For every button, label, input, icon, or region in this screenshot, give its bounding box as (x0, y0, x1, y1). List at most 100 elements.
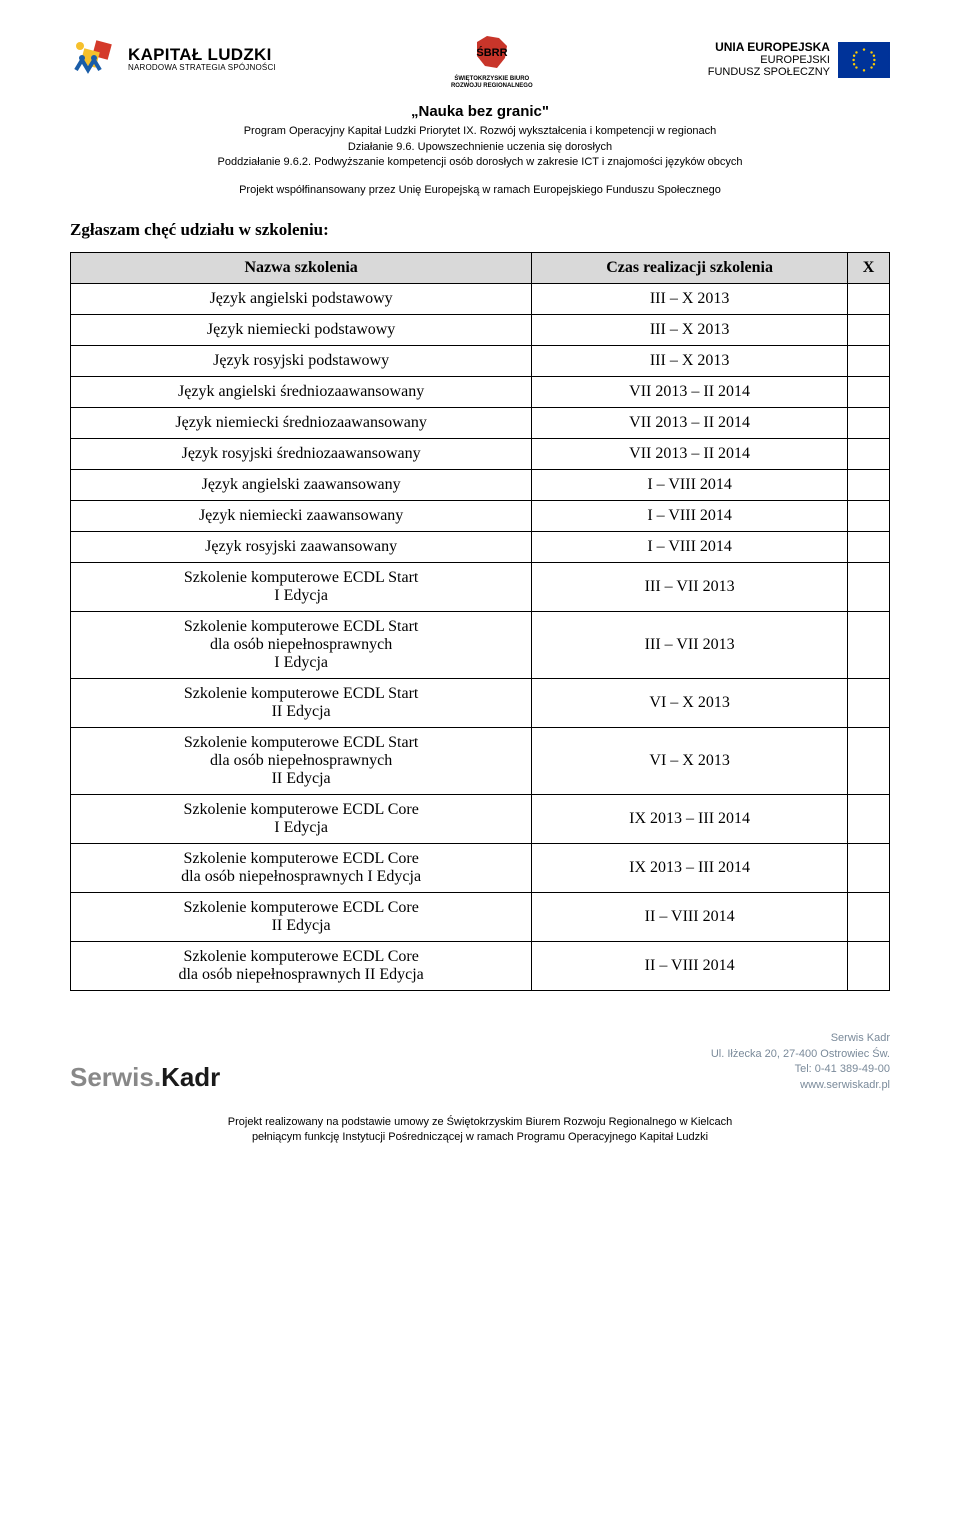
cell-name: Szkolenie komputerowe ECDL Coredla osób … (71, 844, 532, 893)
cell-time: VII 2013 – II 2014 (532, 377, 848, 408)
serwis-kadr-logo: Serwis.Kadr (70, 1062, 220, 1093)
cell-name: Język angielski zaawansowany (71, 470, 532, 501)
cell-time: I – VIII 2014 (532, 501, 848, 532)
cell-x[interactable] (848, 942, 890, 991)
logo-left-big: KAPITAŁ LUDZKI (128, 46, 276, 64)
cell-x[interactable] (848, 377, 890, 408)
cell-time: II – VIII 2014 (532, 893, 848, 942)
footer: Serwis.Kadr Serwis Kadr Ul. Iłżecka 20, … (70, 1031, 890, 1145)
cell-x[interactable] (848, 439, 890, 470)
footer-bottom: Projekt realizowany na podstawie umowy z… (70, 1115, 890, 1146)
serwis-info-l2: Ul. Iłżecka 20, 27-400 Ostrowiec Św. (711, 1047, 890, 1062)
cell-x[interactable] (848, 563, 890, 612)
serwis-logo-dark: Kadr (161, 1062, 220, 1092)
header-l3: Poddziałanie 9.6.2. Podwyższanie kompete… (70, 155, 890, 170)
cell-x[interactable] (848, 612, 890, 679)
table-row: Język niemiecki średniozaawansowanyVII 2… (71, 408, 890, 439)
kapital-ludzki-icon (70, 36, 118, 84)
th-name: Nazwa szkolenia (71, 253, 532, 284)
table-row: Język angielski zaawansowanyI – VIII 201… (71, 470, 890, 501)
table-row: Język rosyjski zaawansowanyI – VIII 2014 (71, 532, 890, 563)
table-row: Szkolenie komputerowe ECDL CoreII Edycja… (71, 893, 890, 942)
cell-time: II – VIII 2014 (532, 942, 848, 991)
logo-kapital-ludzki: KAPITAŁ LUDZKI NARODOWA STRATEGIA SPÓJNO… (70, 36, 276, 84)
training-table: Nazwa szkolenia Czas realizacji szkoleni… (70, 252, 890, 991)
header-block: „Nauka bez granic" Program Operacyjny Ka… (70, 101, 890, 170)
logo-left-small: NARODOWA STRATEGIA SPÓJNOŚCI (128, 64, 276, 72)
cell-x[interactable] (848, 346, 890, 377)
table-row: Język rosyjski średniozaawansowanyVII 20… (71, 439, 890, 470)
serwis-info-l4: www.serwiskadr.pl (711, 1078, 890, 1093)
table-row: Szkolenie komputerowe ECDL CoreI EdycjaI… (71, 795, 890, 844)
serwis-info: Serwis Kadr Ul. Iłżecka 20, 27-400 Ostro… (711, 1031, 890, 1093)
eu-flag-icon (838, 42, 890, 78)
cell-name: Szkolenie komputerowe ECDL StartI Edycja (71, 563, 532, 612)
logo-mid-l1: ŚWIĘTOKRZYSKIE BIURO (454, 76, 529, 82)
logo-unia: UNIA EUROPEJSKA EUROPEJSKI FUNDUSZ SPOŁE… (708, 41, 890, 78)
header-title: „Nauka bez granic" (70, 101, 890, 122)
logo-sbrr: ŚBRR ŚWIĘTOKRZYSKIE BIURO ROZWOJU REGION… (451, 30, 533, 89)
cell-x[interactable] (848, 844, 890, 893)
table-row: Język niemiecki zaawansowanyI – VIII 201… (71, 501, 890, 532)
cell-name: Szkolenie komputerowe ECDL StartII Edycj… (71, 679, 532, 728)
cell-x[interactable] (848, 795, 890, 844)
table-row: Język niemiecki podstawowyIII – X 2013 (71, 315, 890, 346)
logo-right-r3: FUNDUSZ SPOŁECZNY (708, 66, 830, 78)
cell-time: III – VII 2013 (532, 612, 848, 679)
cell-time: VI – X 2013 (532, 679, 848, 728)
section-heading: Zgłaszam chęć udziału w szkoleniu: (70, 220, 890, 240)
cell-x[interactable] (848, 728, 890, 795)
table-row: Szkolenie komputerowe ECDL Startdla osób… (71, 612, 890, 679)
cell-time: I – VIII 2014 (532, 532, 848, 563)
cell-time: III – VII 2013 (532, 563, 848, 612)
serwis-info-l1: Serwis Kadr (711, 1031, 890, 1046)
th-time: Czas realizacji szkolenia (532, 253, 848, 284)
footer-bottom-l1: Projekt realizowany na podstawie umowy z… (70, 1115, 890, 1130)
cell-name: Szkolenie komputerowe ECDL CoreI Edycja (71, 795, 532, 844)
footer-bottom-l2: pełniącym funkcję Instytucji Pośredniczą… (70, 1130, 890, 1145)
cell-time: VI – X 2013 (532, 728, 848, 795)
cell-x[interactable] (848, 470, 890, 501)
cell-time: III – X 2013 (532, 346, 848, 377)
cell-name: Szkolenie komputerowe ECDL Coredla osób … (71, 942, 532, 991)
serwis-logo-light: Serwis. (70, 1062, 161, 1092)
logo-mid-l2: ROZWOJU REGIONALNEGO (451, 83, 533, 89)
cell-x[interactable] (848, 893, 890, 942)
table-row: Szkolenie komputerowe ECDL StartII Edycj… (71, 679, 890, 728)
table-row: Język rosyjski podstawowyIII – X 2013 (71, 346, 890, 377)
table-row: Szkolenie komputerowe ECDL Startdla osób… (71, 728, 890, 795)
cell-name: Język angielski podstawowy (71, 284, 532, 315)
header-l2: Działanie 9.6. Upowszechnienie uczenia s… (70, 140, 890, 155)
cell-name: Język rosyjski średniozaawansowany (71, 439, 532, 470)
cell-time: III – X 2013 (532, 284, 848, 315)
table-row: Szkolenie komputerowe ECDL Coredla osób … (71, 942, 890, 991)
cell-name: Język niemiecki podstawowy (71, 315, 532, 346)
cell-time: VII 2013 – II 2014 (532, 408, 848, 439)
sbrr-icon: ŚBRR (469, 30, 515, 76)
cell-x[interactable] (848, 501, 890, 532)
logo-row: KAPITAŁ LUDZKI NARODOWA STRATEGIA SPÓJNO… (70, 30, 890, 89)
cell-name: Szkolenie komputerowe ECDL Startdla osób… (71, 728, 532, 795)
cell-x[interactable] (848, 408, 890, 439)
cell-x[interactable] (848, 532, 890, 563)
cell-time: IX 2013 – III 2014 (532, 844, 848, 893)
serwis-info-l3: Tel: 0-41 389-49-00 (711, 1062, 890, 1077)
cell-time: VII 2013 – II 2014 (532, 439, 848, 470)
table-row: Język angielski podstawowyIII – X 2013 (71, 284, 890, 315)
header-l1: Program Operacyjny Kapitał Ludzki Priory… (70, 124, 890, 139)
cell-x[interactable] (848, 679, 890, 728)
cell-time: I – VIII 2014 (532, 470, 848, 501)
cell-name: Język rosyjski zaawansowany (71, 532, 532, 563)
cell-name: Szkolenie komputerowe ECDL CoreII Edycja (71, 893, 532, 942)
cell-x[interactable] (848, 315, 890, 346)
cell-name: Język angielski średniozaawansowany (71, 377, 532, 408)
cell-x[interactable] (848, 284, 890, 315)
cell-name: Język rosyjski podstawowy (71, 346, 532, 377)
table-row: Szkolenie komputerowe ECDL Coredla osób … (71, 844, 890, 893)
cofinance-text: Projekt współfinansowany przez Unię Euro… (70, 184, 890, 196)
svg-text:ŚBRR: ŚBRR (476, 46, 507, 59)
table-row: Szkolenie komputerowe ECDL StartI Edycja… (71, 563, 890, 612)
table-row: Język angielski średniozaawansowanyVII 2… (71, 377, 890, 408)
cell-name: Język niemiecki zaawansowany (71, 501, 532, 532)
logo-right-r2: EUROPEJSKI (708, 54, 830, 66)
